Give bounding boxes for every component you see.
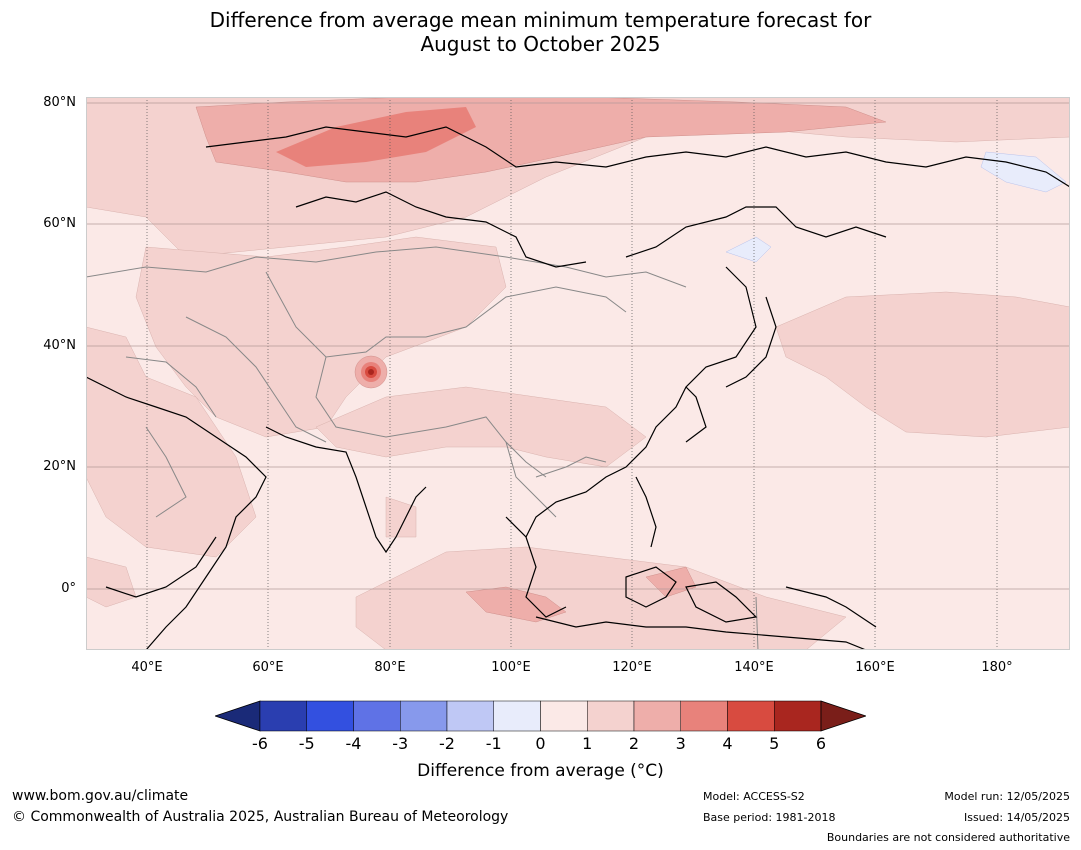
colorbar-svg (213, 700, 868, 732)
colorbar-segment (259, 700, 307, 732)
colorbar-tick-label: -3 (392, 734, 409, 753)
colorbar-segment (353, 700, 401, 732)
colorbar-segment (400, 700, 448, 732)
title-line-2: August to October 2025 (420, 32, 661, 56)
colorbar-max-arrow (820, 700, 868, 732)
lon-label-140e: 140°E (734, 660, 774, 675)
colorbar-segment (493, 700, 541, 732)
colorbar-tick-label: 5 (769, 734, 780, 753)
colorbar-tick-label: -2 (439, 734, 455, 753)
lon-label-60e: 60°E (252, 660, 284, 675)
country-borders (86, 246, 759, 650)
lon-label-100e: 100°E (491, 660, 531, 675)
colorbar-segment (633, 700, 681, 732)
lat-label-20n: 20°N (43, 459, 76, 474)
anomaly-level-5-6 (368, 369, 374, 375)
colorbar-tick-label: -5 (298, 734, 315, 753)
forecast-map (86, 97, 1070, 650)
lon-label-180: 180° (981, 660, 1013, 675)
colorbar-segment (306, 700, 354, 732)
lon-label-160e: 160°E (855, 660, 895, 675)
map-svg (86, 97, 1070, 650)
chart-title: Difference from average mean minimum tem… (0, 8, 1081, 56)
model-run: Model run: 12/05/2025 (944, 790, 1070, 803)
boundaries-note: Boundaries are not considered authoritat… (826, 831, 1070, 844)
lat-label-40n: 40°N (43, 338, 76, 353)
colorbar-segment (587, 700, 635, 732)
latitude-gridlines (86, 102, 1070, 590)
colorbar-segment (774, 700, 822, 732)
lat-label-80n: 80°N (43, 95, 76, 110)
colorbar-tick-label: -6 (252, 734, 268, 753)
colorbar-tick-label: 3 (675, 734, 686, 753)
lat-label-0: 0° (61, 581, 76, 596)
lon-label-80e: 80°E (374, 660, 406, 675)
lon-label-40e: 40°E (131, 660, 163, 675)
colorbar-segment (727, 700, 775, 732)
colorbar-tick-label: -4 (345, 734, 362, 753)
copyright: © Commonwealth of Australia 2025, Austra… (12, 809, 509, 825)
coastlines (86, 126, 1070, 650)
title-line-1: Difference from average mean minimum tem… (209, 8, 872, 32)
colorbar (213, 700, 868, 732)
lat-label-60n: 60°N (43, 216, 76, 231)
colorbar-tick-label: 4 (722, 734, 733, 753)
colorbar-tick-label: 6 (815, 734, 827, 753)
lon-label-120e: 120°E (612, 660, 652, 675)
base-period: Base period: 1981-2018 (703, 811, 836, 824)
colorbar-tick-label: 1 (582, 734, 593, 753)
colorbar-tick-label: 0 (535, 734, 546, 753)
colorbar-segment (446, 700, 494, 732)
model-name: Model: ACCESS-S2 (703, 790, 805, 803)
colorbar-min-arrow (213, 700, 261, 732)
colorbar-tick-label: -1 (485, 734, 502, 753)
colorbar-segment (680, 700, 728, 732)
issued-date: Issued: 14/05/2025 (963, 811, 1070, 824)
longitude-gridlines (146, 97, 998, 650)
colorbar-label: Difference from average (°C) (417, 761, 664, 781)
map-frame (86, 97, 1070, 650)
colorbar-tick-label: 2 (628, 734, 640, 753)
colorbar-segment (540, 700, 588, 732)
bom-url: www.bom.gov.au/climate (12, 788, 189, 804)
